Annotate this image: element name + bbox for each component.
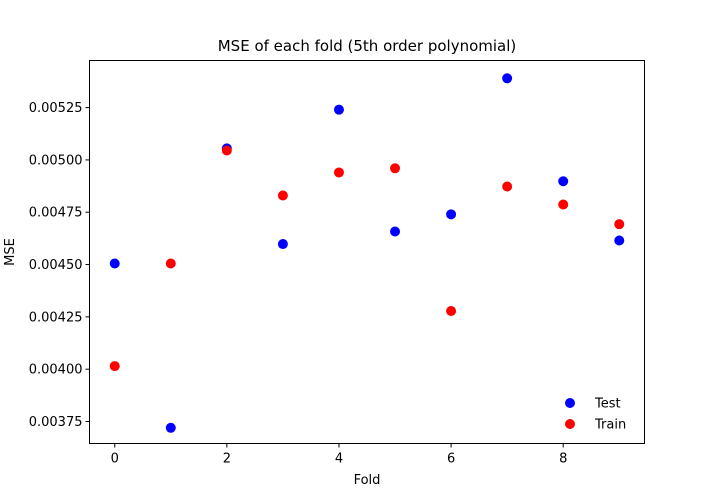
- legend-marker-train: [565, 419, 575, 429]
- x-axis-label: Fold: [354, 473, 381, 488]
- x-tick-label: 0: [111, 452, 119, 467]
- x-tick-label: 6: [447, 452, 455, 467]
- y-tick-label: 0.00475: [29, 206, 83, 221]
- y-tick-label: 0.00400: [29, 363, 83, 378]
- data-point-test: [502, 73, 512, 83]
- data-point-test: [166, 423, 176, 433]
- data-point-test: [614, 235, 624, 245]
- chart-title: MSE of each fold (5th order polynomial): [218, 37, 517, 55]
- legend-marker-test: [565, 398, 575, 408]
- data-point-train: [446, 306, 456, 316]
- legend-label-train: Train: [594, 418, 626, 433]
- y-tick-label: 0.00450: [29, 258, 83, 273]
- data-point-test: [558, 176, 568, 186]
- data-point-train: [110, 361, 120, 371]
- data-point-train: [558, 199, 568, 209]
- legend-label-test: Test: [594, 397, 621, 412]
- y-tick-label: 0.00500: [29, 153, 83, 168]
- data-point-train: [222, 145, 232, 155]
- data-point-test: [390, 226, 400, 236]
- data-point-test: [334, 105, 344, 115]
- x-tick-label: 8: [559, 452, 567, 467]
- y-tick-label: 0.00525: [29, 101, 83, 116]
- data-point-train: [502, 181, 512, 191]
- y-axis-label: MSE: [3, 238, 18, 266]
- data-point-train: [614, 219, 624, 229]
- data-point-train: [166, 259, 176, 269]
- data-point-test: [110, 259, 120, 269]
- data-point-train: [390, 163, 400, 173]
- x-tick-label: 4: [335, 452, 343, 467]
- data-point-test: [446, 209, 456, 219]
- data-point-test: [278, 239, 288, 249]
- y-tick-label: 0.00425: [29, 310, 83, 325]
- x-tick-label: 2: [223, 452, 231, 467]
- data-point-train: [278, 190, 288, 200]
- y-tick-label: 0.00375: [29, 415, 83, 430]
- data-point-train: [334, 167, 344, 177]
